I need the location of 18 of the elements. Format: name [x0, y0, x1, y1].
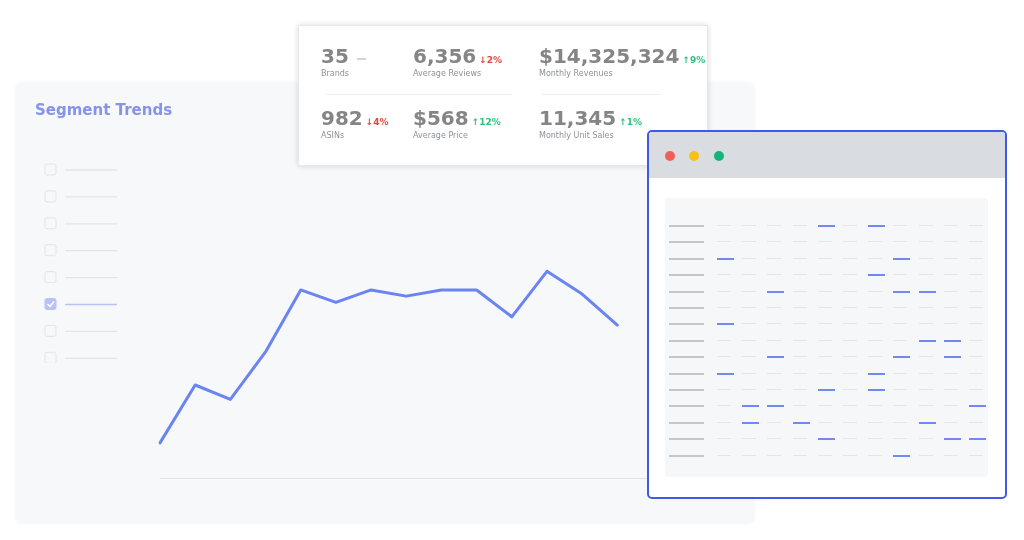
text: ASINs: [321, 131, 346, 140]
text: $568: [413, 106, 469, 130]
text: ↓4%: [365, 117, 389, 127]
text: 35: [321, 44, 349, 68]
text: ↑12%: [471, 117, 501, 127]
text: Average Reviews: [413, 69, 483, 78]
text: 982: [321, 106, 363, 130]
text: $14,325,324: [539, 44, 680, 68]
text: ↑1%: [619, 117, 643, 127]
text: Brands: [321, 69, 350, 78]
chart-title: Segment Trends: [35, 101, 173, 119]
text: Average Price: [413, 131, 469, 140]
text: Monthly Unit Sales: [539, 131, 615, 140]
text: Monthly Revenues: [539, 69, 614, 78]
text: ↑9%: [682, 55, 706, 65]
text: 6,356: [413, 44, 477, 68]
text: ↓2%: [479, 55, 503, 65]
text: 11,345: [539, 106, 617, 130]
